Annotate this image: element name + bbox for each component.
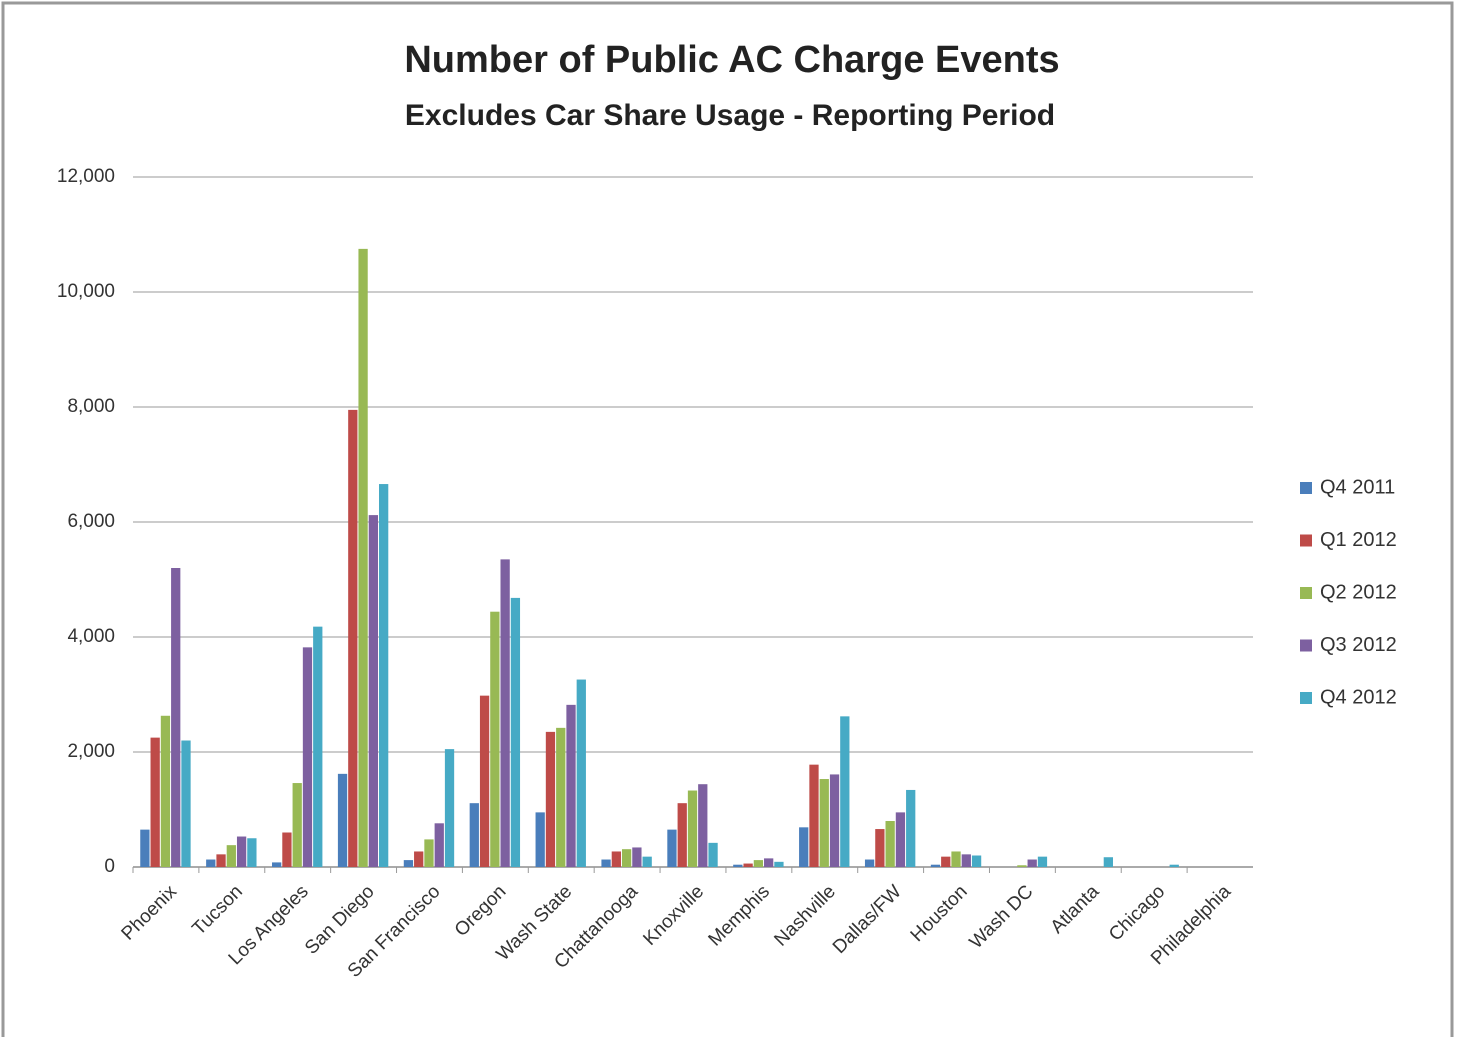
bar (906, 789, 916, 867)
bar (566, 704, 576, 867)
bar (302, 647, 313, 867)
chart-subtitle: Excludes Car Share Usage - Reporting Per… (405, 99, 1055, 132)
bar (337, 773, 348, 867)
bar (941, 856, 951, 867)
legend-swatch (1300, 587, 1312, 599)
bar (961, 854, 971, 867)
bar (510, 597, 521, 867)
bar (698, 784, 708, 867)
bar (247, 838, 257, 867)
bar (469, 803, 479, 867)
bar (292, 783, 302, 867)
bar (951, 851, 961, 867)
bar (764, 858, 774, 867)
legend-swatch (1300, 639, 1312, 652)
bar (1103, 857, 1113, 867)
bar (677, 803, 687, 867)
bar (434, 823, 444, 867)
bar (414, 851, 424, 867)
bar (743, 863, 753, 867)
bar (576, 679, 586, 867)
bar (971, 855, 982, 867)
legend-label: Q4 2011 (1320, 476, 1395, 498)
y-tick-label: 0 (104, 856, 115, 877)
bar (621, 849, 632, 867)
bar (490, 611, 500, 867)
bar (774, 861, 784, 867)
y-tick-label: 10,000 (57, 281, 115, 302)
bar (667, 829, 677, 867)
bar (171, 568, 181, 867)
bar (687, 790, 698, 867)
bar (226, 845, 236, 867)
bar (840, 716, 850, 867)
y-tick-label: 8,000 (67, 396, 115, 417)
bar (753, 860, 764, 867)
bar (1027, 859, 1037, 867)
y-tick-label: 2,000 (67, 741, 115, 762)
bar (368, 515, 379, 867)
bar (733, 864, 743, 867)
legend-label: Q2 2012 (1320, 581, 1397, 603)
bar (379, 484, 389, 867)
bar (236, 836, 247, 867)
bar (885, 821, 895, 867)
bar (181, 740, 191, 867)
bar (150, 737, 160, 867)
bar (708, 842, 718, 867)
chart-title: Number of Public AC Charge Events (404, 39, 1059, 81)
legend-label: Q3 2012 (1320, 634, 1397, 656)
bar (535, 812, 545, 867)
bar (829, 774, 840, 867)
bar (282, 832, 292, 867)
legend-swatch (1300, 534, 1312, 547)
bar (403, 860, 414, 867)
legend-label: Q4 2012 (1320, 686, 1397, 708)
bar (479, 695, 490, 867)
bar (500, 559, 510, 867)
bar (424, 839, 434, 867)
bar (809, 764, 819, 867)
bar (444, 749, 455, 867)
bar (545, 731, 556, 867)
bar (1017, 865, 1027, 867)
bar (216, 854, 226, 867)
bar (206, 859, 216, 867)
y-tick-label: 12,000 (57, 166, 115, 187)
bar (819, 779, 829, 867)
bar (895, 812, 906, 867)
y-tick-label: 4,000 (67, 626, 115, 647)
legend-swatch (1300, 692, 1312, 704)
bar (799, 827, 809, 867)
bar (358, 248, 368, 867)
bar (348, 409, 358, 867)
bar (864, 859, 875, 867)
bar (140, 829, 150, 867)
bar (611, 851, 621, 867)
bar (160, 715, 171, 867)
bar (272, 862, 282, 867)
bar (601, 859, 611, 867)
bar (875, 829, 885, 867)
bar (930, 864, 941, 867)
bar (1169, 864, 1179, 867)
bar (632, 847, 642, 867)
legend-swatch (1300, 482, 1312, 494)
legend-label: Q1 2012 (1320, 529, 1397, 551)
bar (642, 856, 652, 867)
bar (556, 727, 566, 867)
bar (1037, 856, 1048, 867)
bar (313, 626, 323, 867)
y-tick-label: 6,000 (67, 511, 115, 532)
